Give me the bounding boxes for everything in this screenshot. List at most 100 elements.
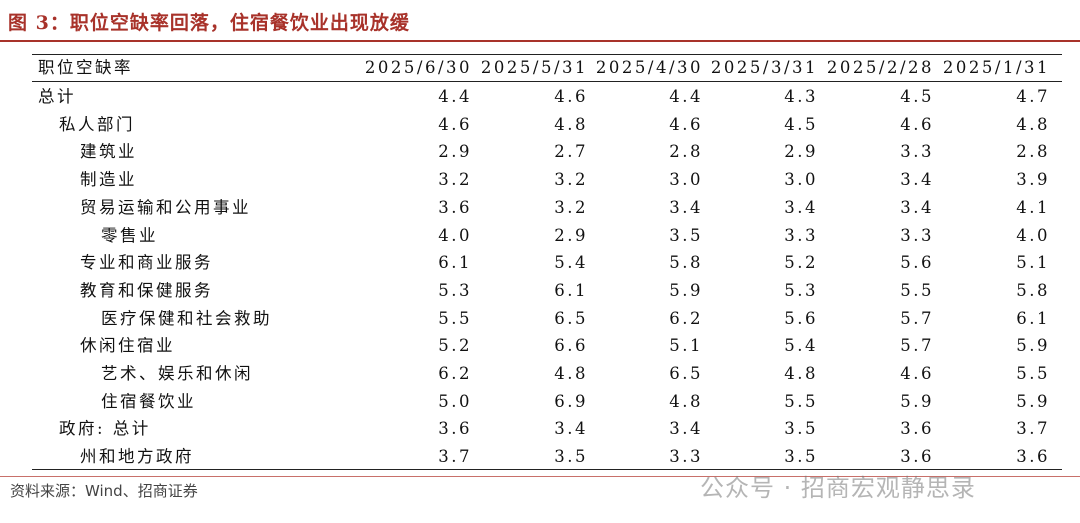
value-cell: 3.0 (669, 170, 703, 190)
row-label: 住宿餐饮业 (101, 391, 196, 411)
value-cell: 3.5 (554, 447, 588, 467)
value-cell: 5.7 (900, 308, 934, 328)
value-cell: 2.9 (554, 225, 588, 245)
row-label: 州和地方政府 (80, 447, 194, 467)
value-cell: 3.6 (438, 197, 472, 217)
value-cell: 5.1 (1016, 253, 1050, 273)
value-cell: 4.6 (669, 114, 703, 134)
value-cell: 3.3 (900, 225, 934, 245)
value-cell: 4.0 (438, 225, 472, 245)
value-cell: 5.9 (1016, 336, 1050, 356)
value-cell: 5.2 (438, 336, 472, 356)
value-cell: 3.9 (1016, 170, 1050, 190)
value-cell: 3.4 (900, 170, 934, 190)
value-cell: 3.2 (438, 170, 472, 190)
value-cell: 3.0 (784, 170, 818, 190)
value-cell: 3.6 (438, 419, 472, 439)
header-cell: 2025/5/31 (480, 58, 588, 77)
row-label: 制造业 (80, 170, 137, 190)
row-label: 总计 (38, 87, 76, 106)
row-label: 私人部门 (59, 114, 135, 134)
value-cell: 6.1 (1016, 308, 1050, 328)
value-cell: 4.8 (554, 364, 588, 383)
value-cell: 5.9 (1016, 391, 1050, 411)
value-cell: 4.6 (900, 114, 934, 134)
value-cell: 6.6 (554, 336, 588, 356)
table-bottom-rule (32, 469, 1062, 470)
value-cell: 3.5 (784, 419, 818, 439)
value-cell: 4.1 (1016, 197, 1050, 217)
value-cell: 4.5 (784, 114, 818, 134)
value-cell: 5.3 (438, 280, 472, 300)
value-cell: 3.3 (784, 225, 818, 245)
value-cell: 4.8 (669, 391, 703, 411)
value-cell: 5.9 (669, 280, 703, 300)
value-cell: 3.3 (900, 142, 934, 162)
row-label: 医疗保健和社会救助 (101, 308, 272, 328)
value-cell: 4.6 (900, 364, 934, 383)
header-cell: 2025/4/30 (595, 58, 703, 77)
row-label: 专业和商业服务 (80, 253, 213, 273)
value-cell: 5.9 (900, 391, 934, 411)
value-cell: 2.7 (554, 142, 588, 162)
value-cell: 5.4 (784, 336, 818, 356)
header-cell: 2025/6/30 (364, 58, 472, 77)
value-cell: 4.4 (438, 87, 472, 106)
value-cell: 5.8 (1016, 280, 1050, 300)
table-top-rule (32, 54, 1062, 55)
value-cell: 3.3 (669, 447, 703, 467)
header-cell: 2025/1/31 (942, 58, 1050, 77)
value-cell: 4.8 (554, 114, 588, 134)
value-cell: 6.2 (438, 364, 472, 383)
title-rule (0, 40, 1080, 42)
value-cell: 5.4 (554, 253, 588, 273)
value-cell: 3.6 (1016, 447, 1050, 467)
footer-rule (0, 476, 1080, 477)
value-cell: 5.7 (900, 336, 934, 356)
title: 图 3：职位空缺率回落，住宿餐饮业出现放缓 (8, 12, 410, 34)
header-cell: 2025/3/31 (710, 58, 818, 77)
value-cell: 3.4 (669, 197, 703, 217)
value-cell: 6.1 (438, 253, 472, 273)
value-cell: 4.6 (554, 87, 588, 106)
header-cell: 2025/2/28 (826, 58, 934, 77)
value-cell: 4.5 (900, 87, 934, 106)
watermark: 公众号 · 招商宏观静思录 (700, 474, 976, 502)
value-cell: 3.6 (900, 447, 934, 467)
value-cell: 3.2 (554, 197, 588, 217)
value-cell: 3.5 (669, 225, 703, 245)
row-label: 艺术、娱乐和休闲 (101, 364, 253, 383)
row-label: 贸易运输和公用事业 (80, 197, 251, 217)
row-label: 休闲住宿业 (80, 336, 175, 356)
value-cell: 3.5 (784, 447, 818, 467)
value-cell: 4.8 (784, 364, 818, 383)
value-cell: 3.6 (900, 419, 934, 439)
value-cell: 5.8 (669, 253, 703, 273)
value-cell: 5.6 (900, 253, 934, 273)
value-cell: 5.5 (1016, 364, 1050, 383)
value-cell: 2.8 (1016, 142, 1050, 162)
value-cell: 5.3 (784, 280, 818, 300)
value-cell: 6.1 (554, 280, 588, 300)
value-cell: 6.9 (554, 391, 588, 411)
row-label: 零售业 (101, 225, 158, 245)
value-cell: 3.2 (554, 170, 588, 190)
value-cell: 5.2 (784, 253, 818, 273)
value-cell: 3.4 (784, 197, 818, 217)
value-cell: 5.5 (438, 308, 472, 328)
row-label: 政府: 总计 (59, 419, 151, 439)
value-cell: 4.8 (1016, 114, 1050, 134)
header-rule (32, 81, 1062, 82)
value-cell: 5.6 (784, 308, 818, 328)
value-cell: 4.7 (1016, 87, 1050, 106)
row-label: 教育和保健服务 (80, 280, 213, 300)
value-cell: 2.9 (438, 142, 472, 162)
value-cell: 5.1 (669, 336, 703, 356)
value-cell: 3.7 (1016, 419, 1050, 439)
value-cell: 6.5 (554, 308, 588, 328)
row-label: 建筑业 (80, 142, 137, 162)
value-cell: 5.5 (784, 391, 818, 411)
value-cell: 5.0 (438, 391, 472, 411)
value-cell: 3.7 (438, 447, 472, 467)
